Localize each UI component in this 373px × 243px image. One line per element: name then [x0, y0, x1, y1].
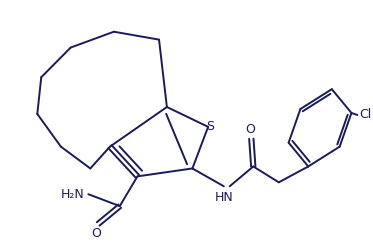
Text: S: S: [206, 120, 214, 133]
Text: O: O: [245, 123, 255, 136]
Text: O: O: [91, 227, 101, 240]
Text: H₂N: H₂N: [61, 188, 84, 201]
Text: HN: HN: [214, 191, 233, 204]
Text: Cl: Cl: [359, 108, 372, 122]
